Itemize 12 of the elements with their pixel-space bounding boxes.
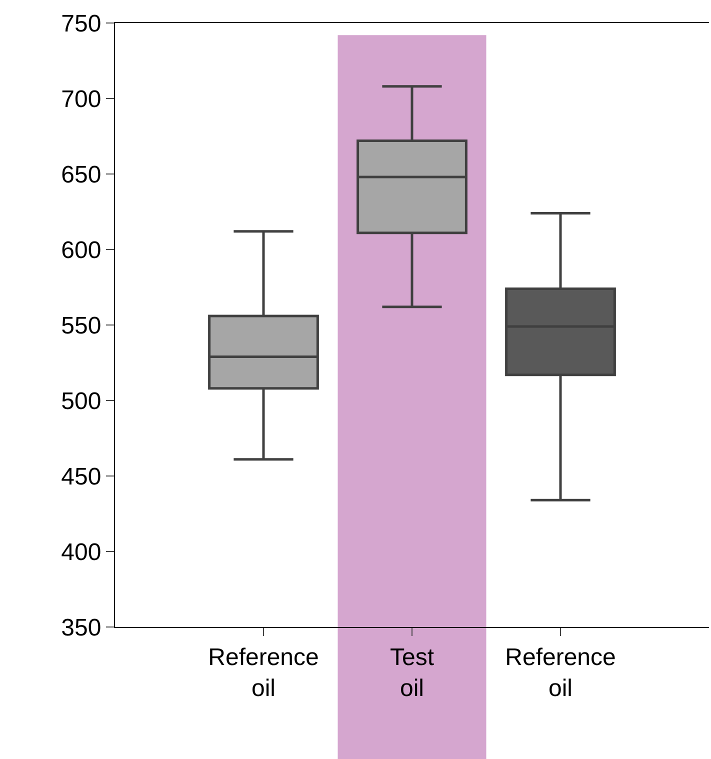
y-tick-label: 400 — [61, 538, 102, 566]
x-tick-label: Reference oil — [505, 644, 616, 702]
y-tick-label: 550 — [61, 312, 102, 340]
y-tick-label: 500 — [61, 388, 102, 415]
y-tick-label: 750 — [61, 10, 102, 38]
y-tick-label: 650 — [61, 161, 102, 188]
y-tick-label: 450 — [61, 463, 102, 490]
y-tick-label: 600 — [61, 236, 102, 264]
y-tick-label: 700 — [61, 86, 102, 113]
x-tick-label: Reference oil — [208, 644, 319, 702]
y-tick-label: 350 — [61, 614, 102, 642]
x-tick-label: Test oil — [390, 644, 434, 702]
